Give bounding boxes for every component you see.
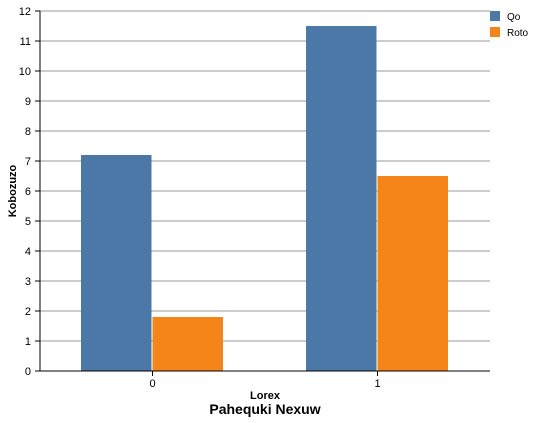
y-tick-label: 0	[25, 366, 31, 378]
y-tick-label: 7	[25, 156, 31, 168]
x-tick-label: 1	[374, 378, 380, 390]
y-tick-label: 2	[25, 306, 31, 318]
bars	[81, 26, 448, 371]
legend-label-qo: Qo	[507, 12, 521, 23]
y-tick-label: 8	[25, 126, 31, 138]
y-axis-title: Kobozuzo	[7, 164, 19, 217]
legend: Qo Roto	[490, 11, 529, 39]
y-tick-label: 12	[19, 6, 31, 18]
y-tick-label: 6	[25, 186, 31, 198]
legend-label-roto: Roto	[507, 28, 529, 39]
y-tick-label: 11	[20, 36, 31, 48]
y-tick-label: 10	[19, 66, 31, 78]
y-tick-label: 3	[25, 276, 31, 288]
bar-qo-1	[306, 26, 377, 371]
chart-title: Pahequki Nexuw	[209, 401, 320, 417]
legend-swatch-roto	[490, 27, 500, 37]
y-tick-label: 1	[25, 336, 31, 348]
y-tick-label: 4	[25, 246, 31, 258]
axes	[35, 10, 490, 376]
legend-swatch-qo	[490, 11, 500, 21]
bar-qo-0	[81, 155, 152, 371]
x-tick-label: 0	[149, 378, 155, 390]
bar-roto-1	[377, 176, 448, 371]
x-axis-title: Lorex	[250, 390, 281, 402]
y-tick-label: 5	[25, 216, 31, 228]
y-tick-label: 9	[25, 96, 31, 108]
bar-roto-0	[152, 317, 223, 371]
